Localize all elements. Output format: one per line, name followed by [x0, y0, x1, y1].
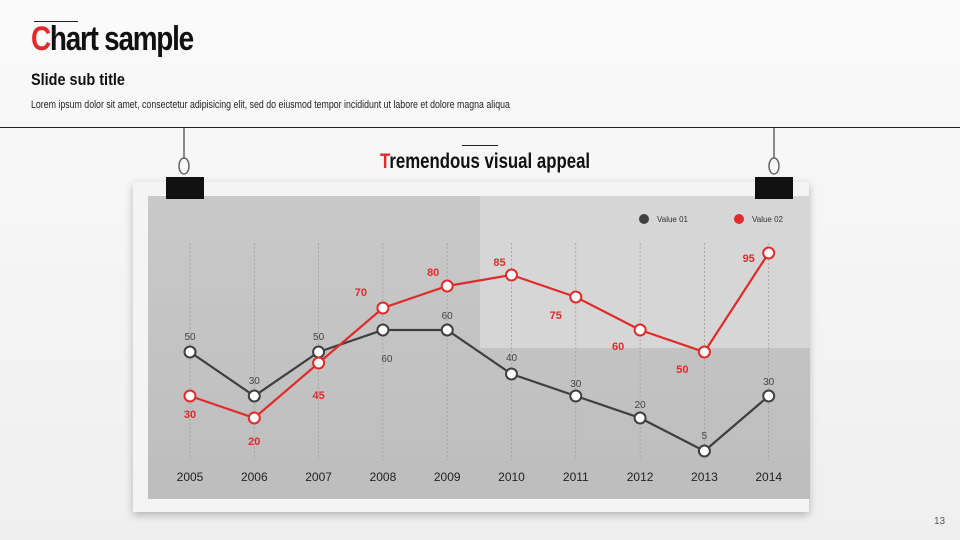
series-line-2 — [189, 252, 770, 420]
data-point — [697, 345, 711, 359]
legend-label: Value 02 — [752, 215, 784, 224]
data-point — [762, 246, 776, 260]
data-label: 20 — [635, 400, 647, 411]
data-point — [633, 323, 647, 337]
data-point — [183, 389, 197, 403]
data-label: 30 — [249, 376, 261, 387]
chart-title-accent-line — [462, 145, 498, 146]
body-text: Lorem ipsum dolor sit amet, consectetur … — [31, 99, 510, 111]
x-tick-label: 2006 — [241, 470, 268, 484]
data-label: 75 — [550, 310, 562, 322]
chart-title-first-letter: T — [380, 150, 390, 173]
data-point — [762, 389, 776, 403]
data-label: 40 — [506, 353, 518, 364]
data-point — [633, 411, 647, 425]
data-point — [247, 389, 261, 403]
data-label: 60 — [381, 354, 393, 365]
title-accent-line — [34, 21, 78, 22]
data-label: 45 — [312, 390, 324, 402]
x-tick-label: 2009 — [434, 470, 461, 484]
data-point — [312, 356, 326, 370]
page-title: Chart sample — [31, 20, 194, 59]
x-tick-label: 2007 — [305, 470, 332, 484]
x-tick-label: 2013 — [691, 470, 718, 484]
x-tick-label: 2010 — [498, 470, 525, 484]
data-point — [569, 290, 583, 304]
data-point — [376, 301, 390, 315]
data-point — [440, 279, 454, 293]
chart-title: Tremendous visual appeal — [380, 150, 590, 174]
x-tick-label: 2005 — [177, 470, 204, 484]
title-first-letter: C — [31, 20, 51, 58]
binder-clip-right-icon — [755, 128, 793, 199]
data-label: 80 — [427, 267, 439, 279]
slide-subtitle: Slide sub title — [31, 70, 125, 89]
legend-marker — [639, 214, 649, 224]
binder-clip-left-icon — [166, 128, 204, 199]
data-label: 30 — [570, 379, 582, 390]
data-point — [440, 323, 454, 337]
page-number: 13 — [934, 516, 946, 527]
chart-title-rest: remendous visual appeal — [389, 150, 591, 173]
data-label: 85 — [493, 257, 505, 269]
data-point — [569, 389, 583, 403]
data-label: 70 — [355, 287, 367, 299]
data-label: 50 — [184, 332, 196, 343]
legend-label: Value 01 — [657, 215, 689, 224]
legend-marker — [734, 214, 744, 224]
data-point — [312, 345, 326, 359]
divider-line — [0, 127, 960, 128]
series-line-1 — [189, 328, 770, 453]
x-tick-label: 2008 — [370, 470, 397, 484]
data-point — [376, 323, 390, 337]
data-point — [697, 444, 711, 458]
data-point — [247, 411, 261, 425]
data-label: 50 — [313, 332, 325, 343]
data-label: 5 — [702, 431, 708, 442]
data-label: 30 — [184, 409, 196, 421]
data-label: 20 — [248, 436, 260, 448]
x-tick-label: 2012 — [627, 470, 654, 484]
x-tick-label: 2014 — [755, 470, 782, 484]
data-label: 30 — [763, 377, 775, 388]
data-label: 60 — [612, 341, 624, 353]
data-label: 95 — [743, 253, 755, 265]
data-point — [505, 367, 518, 381]
x-tick-label: 2011 — [563, 470, 589, 484]
data-label: 60 — [442, 311, 454, 322]
data-label: 50 — [676, 364, 688, 376]
title-rest: hart sample — [49, 20, 194, 58]
data-point — [505, 268, 518, 282]
data-point — [183, 345, 197, 359]
